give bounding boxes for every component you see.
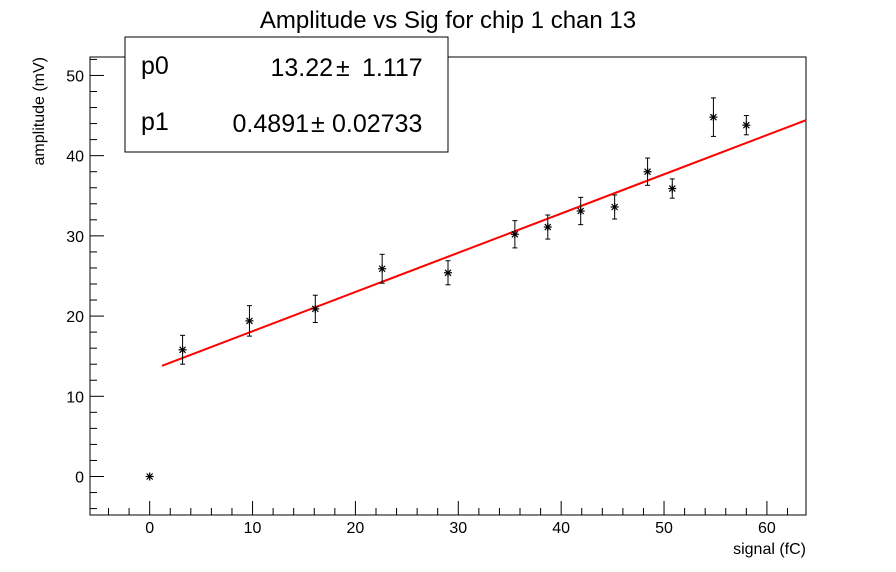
data-point xyxy=(245,305,254,337)
data-point xyxy=(378,253,387,284)
x-tick-label: 40 xyxy=(552,520,570,537)
stat-p1-name: p1 xyxy=(141,108,169,136)
stats-box: p0 13.22 ± 1.117 p1 0.4891 ± 0.02733 xyxy=(124,36,449,153)
y-tick-label: 40 xyxy=(66,149,84,166)
y-axis-label: amplitude (mV) xyxy=(31,57,48,165)
x-tick-label: 10 xyxy=(244,520,262,537)
star-marker xyxy=(378,264,387,273)
y-tick-label: 20 xyxy=(66,309,84,326)
stat-p1-value: 0.4891 xyxy=(233,110,309,138)
star-marker xyxy=(178,345,187,354)
star-marker xyxy=(311,304,320,313)
y-tick-label: 50 xyxy=(66,68,84,85)
x-axis-label: signal (fC) xyxy=(733,541,806,558)
data-point xyxy=(643,157,652,186)
y-tick-label: 10 xyxy=(66,389,84,406)
star-marker xyxy=(510,230,519,239)
x-tick-label: 0 xyxy=(145,520,154,537)
x-tick-label: 20 xyxy=(347,520,365,537)
star-marker xyxy=(543,223,552,232)
stat-p0-value: 13.22 xyxy=(270,54,333,82)
data-point xyxy=(543,214,552,240)
data-point xyxy=(178,334,187,365)
star-marker xyxy=(610,202,619,211)
y-tick-label: 0 xyxy=(75,469,84,486)
data-point xyxy=(510,220,519,249)
chart-title: Amplitude vs Sig for chip 1 chan 13 xyxy=(260,7,636,34)
stat-p0-name: p0 xyxy=(141,52,169,80)
data-point xyxy=(668,178,677,199)
star-marker xyxy=(245,316,254,325)
data-point xyxy=(709,97,718,137)
star-marker xyxy=(742,121,751,130)
stat-p0-pm: ± xyxy=(336,54,350,82)
y-axis: 0 10 20 30 40 50 xyxy=(66,58,104,510)
data-point xyxy=(311,294,320,323)
star-marker xyxy=(145,472,154,481)
data-point xyxy=(742,115,751,136)
x-tick-label: 60 xyxy=(758,520,776,537)
x-tick-label: 30 xyxy=(449,520,467,537)
star-marker xyxy=(709,113,718,122)
data-point xyxy=(444,260,452,286)
star-marker xyxy=(576,207,585,216)
stats-box-frame xyxy=(124,36,449,153)
stat-p1-error: 0.02733 xyxy=(332,110,422,138)
y-tick-label: 30 xyxy=(66,229,84,246)
data-point xyxy=(576,196,585,226)
star-marker xyxy=(668,184,677,193)
data-point xyxy=(145,472,154,481)
star-marker xyxy=(444,268,452,277)
star-marker xyxy=(643,167,652,176)
fit-line xyxy=(161,119,807,367)
x-axis: 0 10 20 30 40 50 60 xyxy=(108,501,788,537)
stat-p0-error: 1.117 xyxy=(362,54,423,82)
stat-p1-pm: ± xyxy=(311,110,325,138)
x-tick-label: 50 xyxy=(655,520,673,537)
data-point xyxy=(610,194,619,220)
data-points xyxy=(145,97,751,481)
